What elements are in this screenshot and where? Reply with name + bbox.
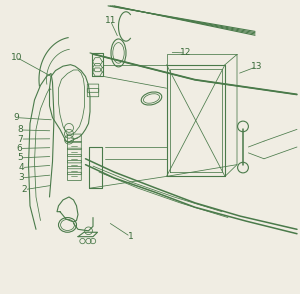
Text: 12: 12 (180, 49, 192, 57)
Text: 10: 10 (11, 53, 22, 62)
Text: 6: 6 (16, 144, 22, 153)
Text: 2: 2 (22, 185, 27, 194)
Text: 11: 11 (105, 16, 116, 25)
Text: 5: 5 (17, 153, 23, 162)
Text: 7: 7 (17, 135, 23, 143)
Text: 4: 4 (19, 163, 24, 172)
Text: 9: 9 (14, 113, 20, 122)
Text: 1: 1 (128, 232, 134, 241)
Text: 13: 13 (251, 62, 262, 71)
Text: 3: 3 (19, 173, 25, 182)
Text: 8: 8 (17, 126, 23, 134)
